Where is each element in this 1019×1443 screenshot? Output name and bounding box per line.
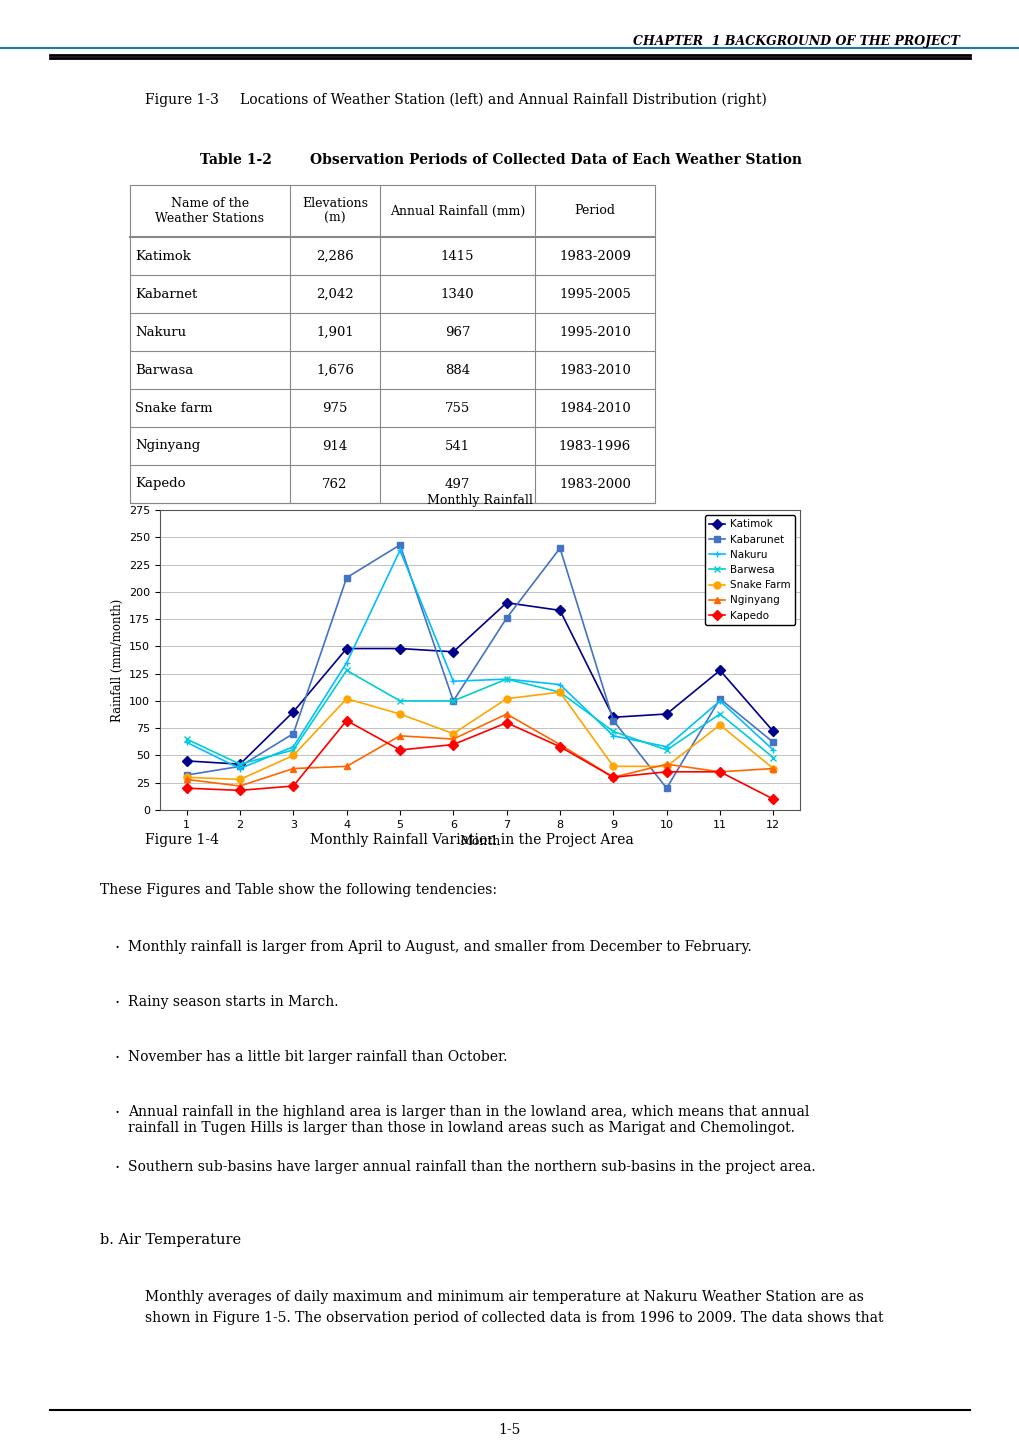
X-axis label: Month: Month <box>459 835 500 848</box>
Text: 967: 967 <box>444 326 470 339</box>
Text: 497: 497 <box>444 478 470 491</box>
Text: 1,676: 1,676 <box>316 364 354 377</box>
Text: ·: · <box>115 1105 120 1123</box>
Text: Annual rainfall in the highland area is larger than in the lowland area, which m: Annual rainfall in the highland area is … <box>127 1105 809 1136</box>
Text: Southern sub-basins have larger annual rainfall than the northern sub-basins in : Southern sub-basins have larger annual r… <box>127 1160 815 1175</box>
Text: Observation Periods of Collected Data of Each Weather Station: Observation Periods of Collected Data of… <box>310 153 801 167</box>
Text: These Figures and Table show the following tendencies:: These Figures and Table show the followi… <box>100 883 496 898</box>
Text: 1983-2000: 1983-2000 <box>558 478 631 491</box>
Text: 1415: 1415 <box>440 250 474 263</box>
Y-axis label: Rainfall (mm/month): Rainfall (mm/month) <box>110 599 123 722</box>
Text: Annual Rainfall (mm): Annual Rainfall (mm) <box>389 205 525 218</box>
Title: Monthly Rainfall: Monthly Rainfall <box>427 495 532 508</box>
Text: 1984-2010: 1984-2010 <box>558 401 631 414</box>
Text: Barwasa: Barwasa <box>135 364 193 377</box>
Text: 1995-2010: 1995-2010 <box>558 326 631 339</box>
Text: Kabarnet: Kabarnet <box>135 287 197 300</box>
Text: ·: · <box>115 1051 120 1066</box>
Text: CHAPTER  1 BACKGROUND OF THE PROJECT: CHAPTER 1 BACKGROUND OF THE PROJECT <box>633 36 959 49</box>
Text: b. Air Temperature: b. Air Temperature <box>100 1232 240 1247</box>
Text: 762: 762 <box>322 478 347 491</box>
Text: Nginyang: Nginyang <box>135 440 200 453</box>
Text: Monthly rainfall is larger from April to August, and smaller from December to Fe: Monthly rainfall is larger from April to… <box>127 939 751 954</box>
Text: Elevations
(m): Elevations (m) <box>302 198 368 225</box>
Text: 2,286: 2,286 <box>316 250 354 263</box>
Text: 1983-2009: 1983-2009 <box>558 250 631 263</box>
Text: Rainy season starts in March.: Rainy season starts in March. <box>127 996 338 1009</box>
Text: 1-5: 1-5 <box>498 1423 521 1437</box>
Text: Nakuru: Nakuru <box>135 326 185 339</box>
Text: 2,042: 2,042 <box>316 287 354 300</box>
Legend: Katimok, Kabarunet, Nakuru, Barwesa, Snake Farm, Nginyang, Kapedo: Katimok, Kabarunet, Nakuru, Barwesa, Sna… <box>704 515 794 625</box>
Text: Period: Period <box>574 205 614 218</box>
Text: Figure 1-4: Figure 1-4 <box>145 833 219 847</box>
Text: 884: 884 <box>444 364 470 377</box>
Text: Table 1-2: Table 1-2 <box>200 153 272 167</box>
Text: Snake farm: Snake farm <box>135 401 212 414</box>
Text: 1983-2010: 1983-2010 <box>558 364 631 377</box>
Text: 541: 541 <box>444 440 470 453</box>
Text: Name of the
Weather Stations: Name of the Weather Stations <box>155 198 264 225</box>
Text: 914: 914 <box>322 440 347 453</box>
Text: 1340: 1340 <box>440 287 474 300</box>
Text: Katimok: Katimok <box>135 250 191 263</box>
Text: 1,901: 1,901 <box>316 326 354 339</box>
Text: 1995-2005: 1995-2005 <box>558 287 631 300</box>
Bar <box>129 185 654 504</box>
Text: 975: 975 <box>322 401 347 414</box>
Text: Monthly averages of daily maximum and minimum air temperature at Nakuru Weather : Monthly averages of daily maximum and mi… <box>145 1290 882 1325</box>
Text: 1983-1996: 1983-1996 <box>558 440 631 453</box>
Text: ·: · <box>115 1160 120 1177</box>
Text: Kapedo: Kapedo <box>135 478 185 491</box>
Text: Figure 1-3: Figure 1-3 <box>145 92 219 107</box>
Text: Monthly Rainfall Variation in the Project Area: Monthly Rainfall Variation in the Projec… <box>310 833 633 847</box>
Text: ·: · <box>115 939 120 957</box>
Text: ·: · <box>115 996 120 1012</box>
Text: November has a little bit larger rainfall than October.: November has a little bit larger rainfal… <box>127 1051 507 1063</box>
Text: Locations of Weather Station (left) and Annual Rainfall Distribution (right): Locations of Weather Station (left) and … <box>239 92 766 107</box>
Text: 755: 755 <box>444 401 470 414</box>
